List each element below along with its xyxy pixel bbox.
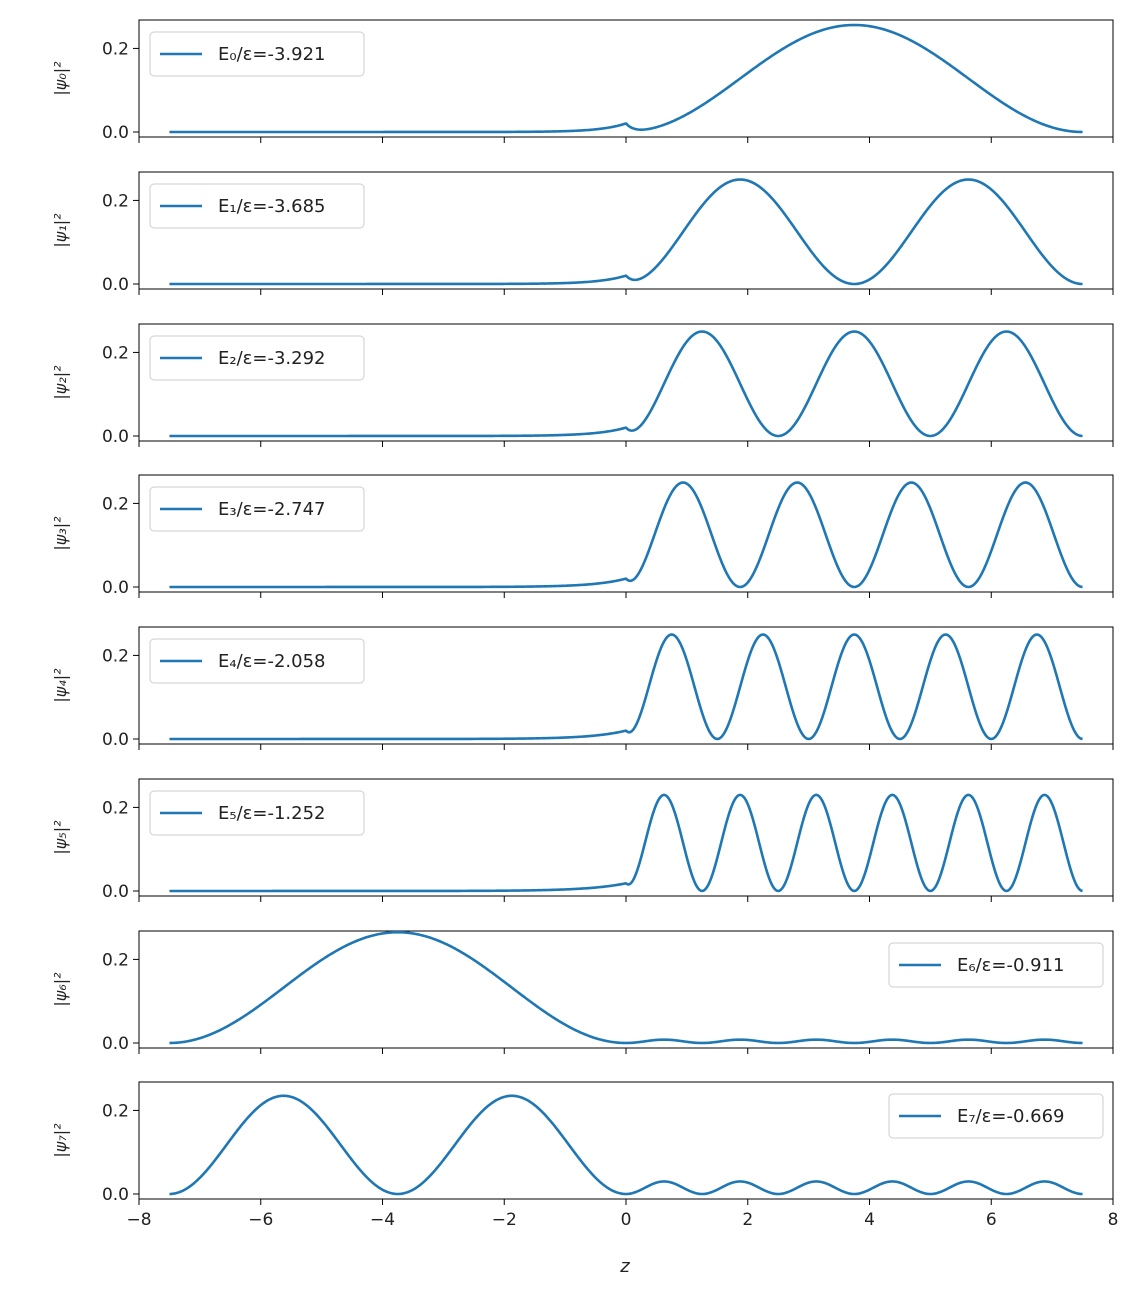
legend: E₁/ε=-3.685 <box>149 183 365 229</box>
subplot-6: 0.0 0.2 |ψ₆|² E₆/ε=-0.911 <box>51 930 1114 1054</box>
subplot-7: −8 −6 −4 −2 0 2 4 6 8 0.0 0.2 |ψ₇|² E₇/ε=-0.669 <box>51 1081 1119 1230</box>
y-tick-label: 0.2 <box>102 1101 129 1121</box>
legend-box <box>149 335 365 381</box>
subplot-stack: 0.0 0.2 |ψ₀|² E₀/ε=-3.921 0.0 0.2 |ψ₁|² E₁/ε=-3… <box>51 19 1119 1230</box>
y-axis-label: |ψ₀|² <box>51 61 70 96</box>
legend-box <box>888 942 1104 988</box>
y-axis-label: |ψ₃|² <box>51 516 70 551</box>
y-tick-label: 0.2 <box>102 191 129 211</box>
legend: E₇/ε=-0.669 <box>888 1093 1104 1139</box>
x-axis-label: z <box>619 1256 630 1277</box>
x-tick-label: −2 <box>492 1210 517 1230</box>
series-line <box>169 930 1083 1045</box>
y-tick-label: 0.2 <box>102 950 129 970</box>
legend: E₆/ε=-0.911 <box>888 942 1104 988</box>
subplot-4: 0.0 0.2 |ψ₄|² E₄/ε=-2.058 <box>51 626 1114 750</box>
legend: E₄/ε=-2.058 <box>149 638 365 684</box>
legend-label: E₀/ε=-3.921 <box>218 44 326 65</box>
legend: E₅/ε=-1.252 <box>149 790 365 836</box>
y-axis-label: |ψ₂|² <box>51 365 70 400</box>
y-tick-label: 0.0 <box>102 578 129 598</box>
x-tick-label: −6 <box>248 1210 273 1230</box>
x-tick-label: −8 <box>126 1210 151 1230</box>
legend-label: E₂/ε=-3.292 <box>218 348 326 369</box>
legend-box <box>149 31 365 77</box>
x-tick-label: 6 <box>986 1210 997 1230</box>
series-line <box>169 1094 1083 1196</box>
legend-label: E₁/ε=-3.685 <box>218 196 326 217</box>
y-tick-label: 0.0 <box>102 275 129 295</box>
y-axis-label: |ψ₄|² <box>51 668 70 703</box>
legend-box <box>888 1093 1104 1139</box>
y-tick-label: 0.2 <box>102 798 129 818</box>
y-tick-label: 0.2 <box>102 646 129 666</box>
x-tick-label: 8 <box>1108 1210 1119 1230</box>
x-tick-label: 2 <box>742 1210 753 1230</box>
legend-label: E₃/ε=-2.747 <box>218 499 326 520</box>
y-tick-label: 0.0 <box>102 882 129 902</box>
subplot-0: 0.0 0.2 |ψ₀|² E₀/ε=-3.921 <box>51 19 1114 143</box>
subplot-5: 0.0 0.2 |ψ₅|² E₅/ε=-1.252 <box>51 778 1114 902</box>
y-axis-label: |ψ₅|² <box>51 820 70 855</box>
y-tick-label: 0.2 <box>102 343 129 363</box>
x-tick-label: −4 <box>370 1210 395 1230</box>
y-tick-label: 0.0 <box>102 730 129 750</box>
legend: E₂/ε=-3.292 <box>149 335 365 381</box>
subplot-3: 0.0 0.2 |ψ₃|² E₃/ε=-2.747 <box>51 474 1114 598</box>
legend: E₃/ε=-2.747 <box>149 486 365 532</box>
legend-box <box>149 486 365 532</box>
x-tick-label: 0 <box>621 1210 632 1230</box>
subplot-1: 0.0 0.2 |ψ₁|² E₁/ε=-3.685 <box>51 171 1114 295</box>
y-axis-label: |ψ₇|² <box>51 1123 70 1158</box>
x-tick-label: 4 <box>864 1210 875 1230</box>
y-tick-label: 0.2 <box>102 494 129 514</box>
legend-label: E₅/ε=-1.252 <box>218 803 326 824</box>
legend-box <box>149 183 365 229</box>
legend-box <box>149 638 365 684</box>
y-tick-label: 0.0 <box>102 1034 129 1054</box>
legend: E₀/ε=-3.921 <box>149 31 365 77</box>
subplot-2: 0.0 0.2 |ψ₂|² E₂/ε=-3.292 <box>51 323 1114 447</box>
y-axis-label: |ψ₁|² <box>51 213 70 248</box>
legend-label: E₄/ε=-2.058 <box>218 651 326 672</box>
y-tick-label: 0.0 <box>102 427 129 447</box>
series-line <box>169 23 1083 134</box>
series-line <box>169 481 1083 589</box>
legend-label: E₇/ε=-0.669 <box>957 1106 1065 1127</box>
series-line <box>169 633 1083 741</box>
legend-label: E₆/ε=-0.911 <box>957 955 1065 976</box>
y-tick-label: 0.0 <box>102 1185 129 1205</box>
y-tick-label: 0.0 <box>102 123 129 143</box>
series-line <box>169 178 1083 286</box>
y-tick-label: 0.2 <box>102 39 129 59</box>
series-line <box>169 330 1083 438</box>
legend-box <box>149 790 365 836</box>
y-axis-label: |ψ₆|² <box>51 972 70 1007</box>
series-line <box>169 793 1083 893</box>
